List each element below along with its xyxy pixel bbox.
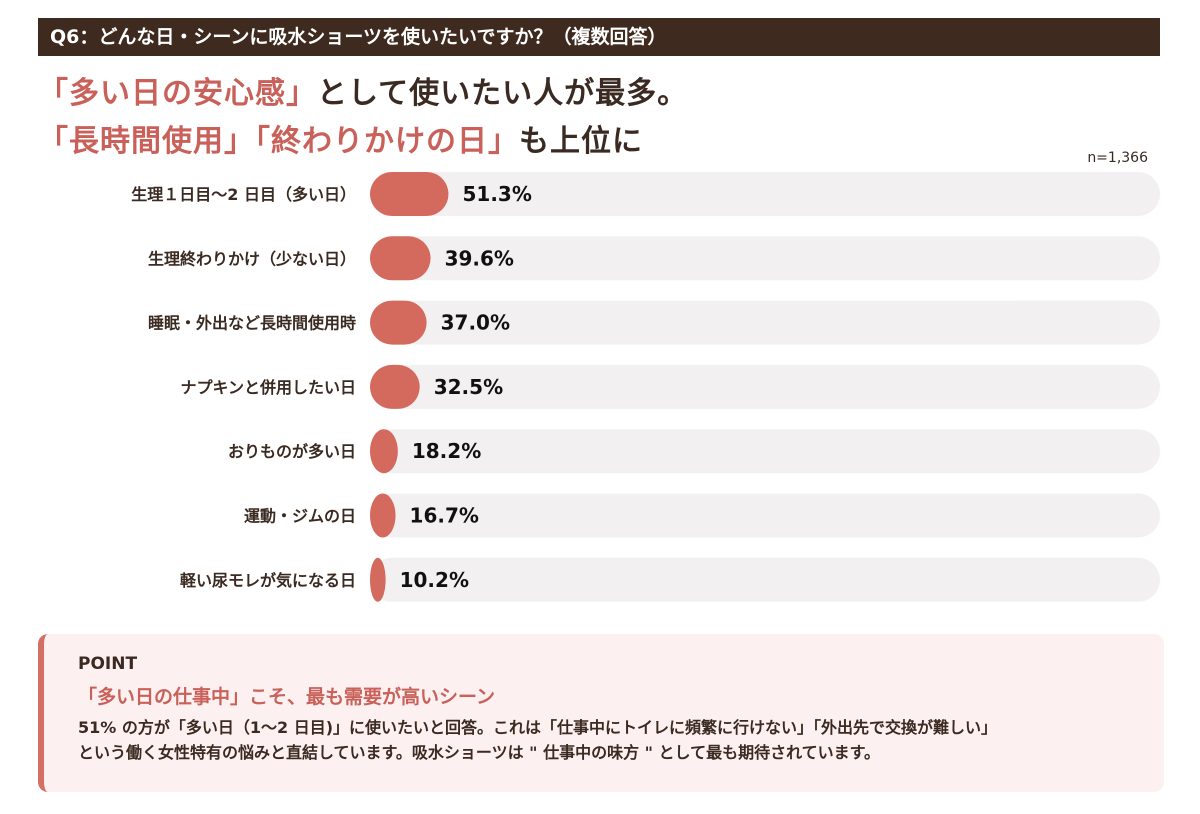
category-label: 軽い尿モレが気になる日	[180, 571, 356, 590]
value-label: 10.2%	[400, 568, 469, 592]
headline-highlight-2: 「長時間使用」	[38, 124, 255, 159]
point-body-line-2: という働く女性特有の悩みと直結しています。吸水ショーツは " 仕事中の味方 " …	[78, 743, 880, 762]
bar	[370, 172, 449, 216]
bar	[370, 429, 398, 474]
category-label: ナプキンと併用したい日	[180, 378, 356, 397]
value-label: 51.3%	[462, 182, 531, 206]
point-box: POINT 「多い日の仕事中」こそ、最も需要が高いシーン 51% の方が「多い日…	[38, 634, 1164, 792]
bar	[370, 300, 427, 345]
bar	[370, 364, 420, 409]
value-label: 37.0%	[441, 311, 510, 335]
question-header: Q6：どんな日・シーンに吸水ショーツを使いたいですか？（複数回答）	[38, 18, 1160, 56]
headline-highlight-1: 「多い日の安心感」	[38, 76, 317, 111]
point-body-line-1: 51% の方が「多い日（1〜2 日目)」に使いたいと回答。これは「仕事中にトイレ…	[78, 718, 998, 737]
category-label: 運動・ジムの日	[244, 507, 356, 526]
value-label: 16.7%	[410, 504, 479, 528]
bar-track	[370, 429, 1160, 474]
headline-highlight-3: 「終わりかけの日」	[255, 124, 519, 159]
category-label: 生理終わりかけ（少ない日）	[148, 249, 356, 268]
bar	[370, 557, 386, 602]
bar-track	[370, 493, 1160, 538]
category-label: 生理１日目〜2 日目（多い日）	[131, 185, 356, 204]
sample-size: n=1,366	[1087, 150, 1148, 166]
headline-line-1: 「多い日の安心感」として使いたい人が最多。	[38, 68, 688, 112]
value-label: 18.2%	[412, 439, 481, 463]
category-label: 睡眠・外出など長時間使用時	[148, 314, 356, 333]
point-heading: 「多い日の仕事中」こそ、最も需要が高いシーン	[78, 686, 496, 708]
bar-track	[370, 364, 1160, 409]
headline-line-2: 「長時間使用」「終わりかけの日」も上位に	[38, 116, 643, 160]
bar-track	[370, 557, 1160, 602]
bar	[370, 493, 396, 538]
headline-text-2: も上位に	[519, 124, 643, 159]
value-label: 32.5%	[434, 375, 503, 399]
bar-track	[370, 300, 1160, 345]
bar-track	[370, 236, 1160, 281]
category-label: おりものが多い日	[228, 442, 356, 461]
bar	[370, 236, 431, 281]
point-label: POINT	[78, 654, 138, 674]
value-label: 39.6%	[445, 246, 514, 270]
point-body: 51% の方が「多い日（1〜2 日目)」に使いたいと回答。これは「仕事中にトイレ…	[78, 715, 1164, 765]
bar-track	[370, 172, 1160, 216]
headline-text-1: として使いたい人が最多。	[317, 76, 689, 111]
